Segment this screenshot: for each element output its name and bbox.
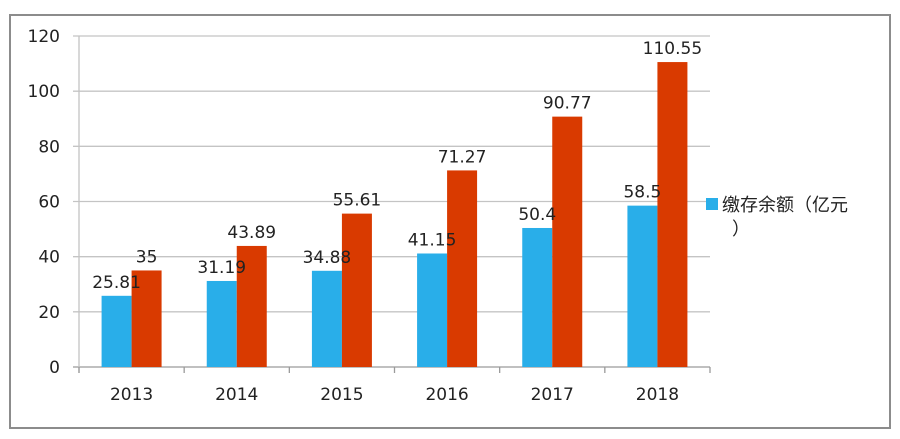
bar-red (552, 116, 583, 367)
gridlines (73, 35, 710, 373)
data-label: 90.77 (543, 94, 592, 114)
data-label: 50.4 (518, 205, 556, 225)
data-label: 41.15 (408, 230, 457, 250)
data-labels: 25.81 35 31.19 43.89 34.88 55.61 41.15 71.27 50.… (92, 39, 702, 293)
legend-swatch-blue (706, 198, 718, 210)
data-label: 35 (136, 247, 158, 267)
bar-red (131, 270, 162, 367)
bar-blue (311, 270, 342, 367)
chart-frame (9, 14, 891, 429)
x-tick-label: 2018 (636, 385, 679, 405)
x-tick-label: 2013 (110, 385, 153, 405)
bar-blue (101, 295, 132, 367)
bar-blue (522, 227, 553, 367)
data-label: 58.5 (623, 183, 661, 203)
y-tick-label: 100 (28, 82, 60, 102)
bar-blue (206, 280, 237, 367)
data-label: 55.61 (333, 191, 382, 211)
bar-red (657, 62, 688, 367)
y-tick-label: 60 (38, 193, 60, 213)
data-label: 71.27 (438, 147, 487, 167)
legend-label: 缴存余额（亿元 (722, 195, 848, 216)
y-tick-label: 40 (38, 248, 60, 268)
bar-blue (627, 205, 658, 367)
bar-red (341, 213, 372, 367)
x-tick-label: 2015 (320, 385, 363, 405)
legend-item: 缴存余额（亿元 (706, 194, 884, 218)
y-tick-label: 80 (38, 137, 60, 157)
y-axis-ticks: 0 20 40 60 80 100 120 (28, 27, 60, 378)
bar-red (236, 245, 267, 367)
y-tick-label: 120 (28, 27, 60, 47)
x-tick-label: 2016 (425, 385, 468, 405)
data-label: 34.88 (303, 248, 352, 268)
data-label: 43.89 (227, 223, 276, 243)
legend: 缴存余额（亿元 ） (706, 194, 884, 242)
legend-label-continuation: ） (732, 219, 750, 240)
x-axis: 2013 2014 2015 2016 2017 2018 (78, 367, 711, 405)
bars (101, 62, 688, 367)
bar-red (447, 170, 478, 367)
data-label: 25.81 (92, 273, 141, 293)
bar-blue (417, 253, 448, 367)
x-tick-label: 2017 (531, 385, 574, 405)
y-tick-label: 20 (38, 303, 60, 323)
x-tick-label: 2014 (215, 385, 258, 405)
y-tick-label: 0 (49, 358, 60, 378)
data-label: 31.19 (197, 258, 246, 278)
data-label: 110.55 (643, 39, 702, 59)
